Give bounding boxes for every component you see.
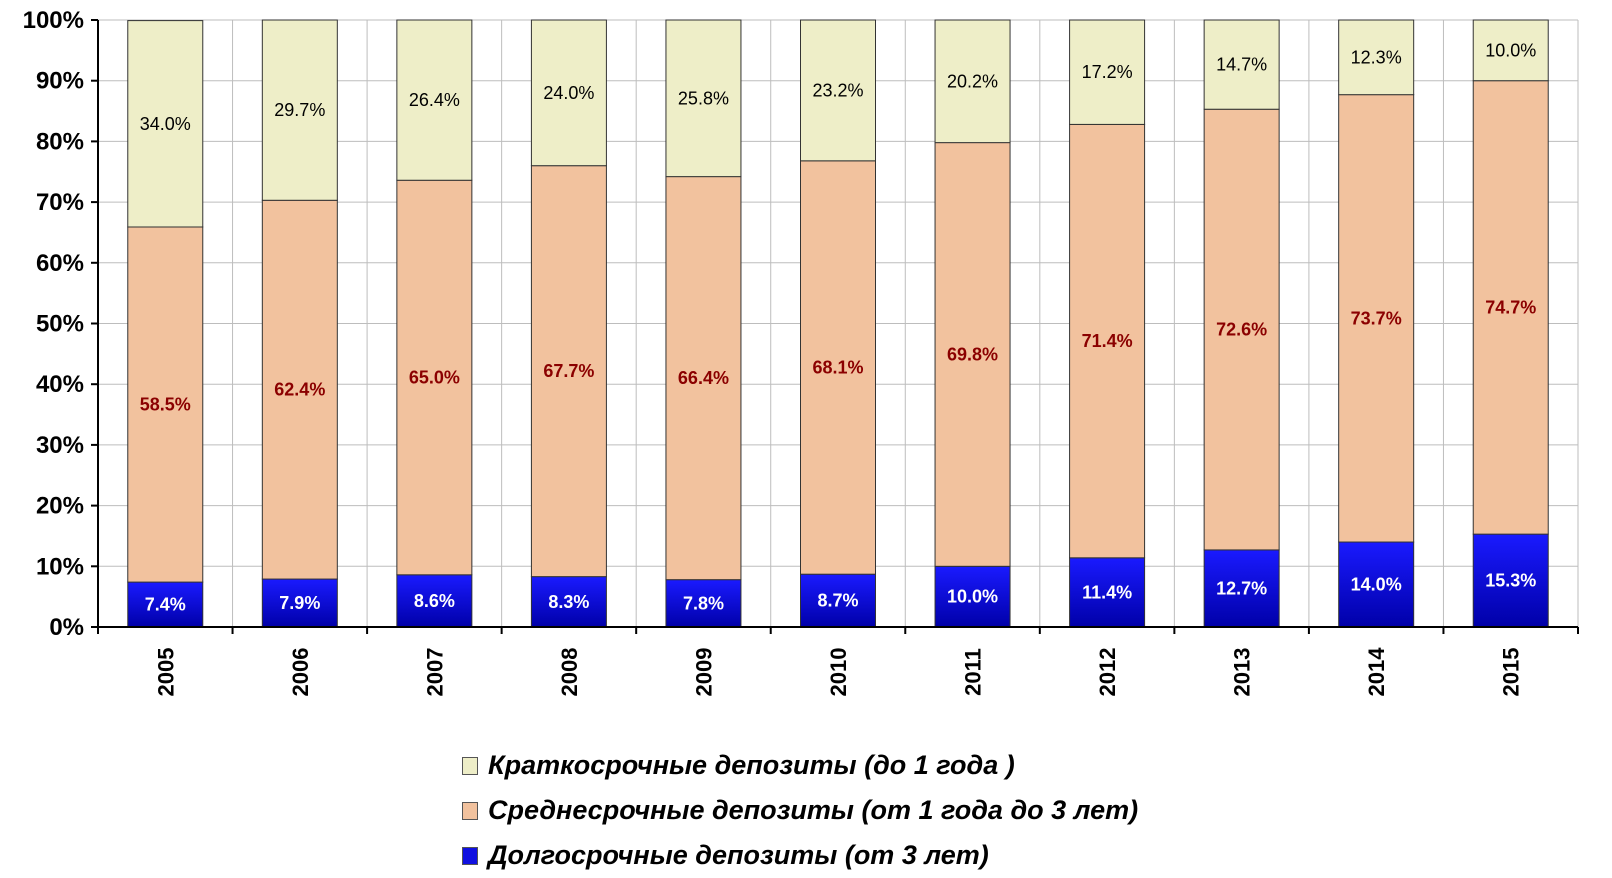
data-label: 15.3% (1485, 571, 1536, 591)
data-label: 23.2% (812, 80, 863, 100)
data-label: 73.7% (1351, 308, 1402, 328)
legend-swatch-short-term (462, 756, 478, 775)
data-label: 29.7% (274, 100, 325, 120)
bar-segment-medium-2010 (800, 160, 876, 575)
legend-label-long-term: Долгосрочные депозиты (от 3 лет) (488, 840, 989, 870)
data-label: 7.4% (145, 595, 186, 615)
bar-segment-short-2010 (800, 19, 876, 162)
data-label: 8.7% (817, 591, 858, 611)
x-tick-label: 2010 (826, 648, 851, 697)
data-label: 74.7% (1485, 297, 1536, 317)
bar-segment-short-2013 (1203, 19, 1280, 110)
bar-segment-medium-2008 (530, 165, 607, 578)
data-label: 69.8% (947, 344, 998, 364)
x-tick-label: 2013 (1230, 648, 1255, 697)
y-tick-label: 80% (36, 128, 84, 155)
data-labels: 7.4% 58.5% 34.0% 7.9% 62.4% 29.7% 8.6% 65.0% 26.… (140, 40, 1537, 614)
y-tick-label: 10% (36, 553, 84, 580)
legend-swatch-medium-term (462, 801, 478, 820)
data-label: 17.2% (1082, 62, 1133, 82)
y-tick-label: 0% (49, 614, 84, 641)
bar-segment-long-2010 (800, 573, 876, 628)
bar-segment-medium-2015 (1472, 80, 1549, 535)
x-tick-label: 2012 (1095, 648, 1120, 697)
bar-segment-short-2006 (261, 19, 338, 201)
data-label: 11.4% (1082, 582, 1132, 602)
bar-segment-medium-2014 (1338, 94, 1415, 543)
bar-segment-short-2015 (1472, 19, 1549, 82)
x-tick-label: 2009 (691, 648, 716, 697)
bar-segment-long-2012 (1069, 557, 1146, 628)
bar-segment-medium-2005 (127, 226, 204, 583)
data-label: 14.7% (1216, 55, 1267, 75)
bar-segment-short-2012 (1069, 19, 1146, 125)
y-tick-label: 30% (36, 432, 84, 459)
data-label: 65.0% (409, 368, 460, 388)
data-label: 72.6% (1216, 320, 1267, 340)
bar-segment-short-2008 (530, 19, 607, 167)
y-tick-label: 60% (36, 250, 84, 277)
data-label: 67.7% (543, 361, 594, 381)
bar-segment-medium-2012 (1069, 123, 1146, 559)
axes: 0% 10% 20% 30% 40% 50% 60% 70% 80% 90% 100% 2005 200… (23, 7, 1579, 697)
x-tick-label: 2015 (1499, 648, 1524, 697)
data-label: 34.0% (140, 114, 191, 134)
bar-segment-short-2014 (1338, 19, 1415, 96)
y-tick-label: 20% (36, 493, 84, 520)
legend: Краткосрочные депозиты (до 1 года ) Сред… (462, 743, 1138, 878)
data-label: 8.6% (414, 591, 455, 611)
bar-segment-long-2007 (396, 574, 473, 628)
data-label: 10.0% (947, 587, 998, 607)
bar-segment-short-2007 (396, 19, 473, 181)
bar-segment-medium-2007 (396, 179, 473, 576)
bar-segment-medium-2011 (934, 142, 1011, 567)
data-label: 25.8% (678, 88, 729, 108)
data-label: 8.3% (548, 592, 589, 612)
data-label: 10.0% (1485, 40, 1536, 60)
legend-label-medium-term: Среднесрочные депозиты (от 1 года до 3 л… (488, 795, 1139, 825)
y-tick-label: 40% (36, 371, 84, 398)
data-label: 12.3% (1351, 47, 1402, 67)
y-tick-label: 70% (36, 189, 84, 216)
x-tick-label: 2006 (288, 648, 313, 697)
data-label: 14.0% (1351, 575, 1402, 595)
x-tick-label: 2007 (422, 648, 447, 697)
y-tick-label: 90% (36, 68, 84, 95)
x-tick-label: 2011 (961, 648, 986, 696)
x-tick-label: 2005 (153, 648, 178, 697)
legend-item-short-term: Краткосрочные депозиты (до 1 года ) (462, 743, 1138, 788)
data-label: 62.4% (274, 380, 325, 400)
data-label: 7.9% (279, 593, 320, 613)
data-label: 66.4% (678, 368, 729, 388)
bar-segment-medium-2013 (1203, 108, 1280, 551)
bar-segment-medium-2006 (261, 199, 338, 580)
data-label: 12.7% (1216, 578, 1267, 598)
data-label: 26.4% (409, 90, 460, 110)
data-label: 24.0% (543, 83, 594, 103)
legend-swatch-long-term (462, 846, 478, 865)
bars (127, 19, 1549, 628)
bar-segment-short-2005 (127, 20, 204, 228)
legend-label-short-term: Краткосрочные депозиты (до 1 года ) (488, 750, 1015, 780)
bar-segment-medium-2009 (665, 176, 742, 581)
data-label: 68.1% (812, 358, 863, 378)
x-tick-label: 2014 (1364, 647, 1389, 697)
data-label: 7.8% (683, 593, 724, 613)
bar-segment-short-2011 (934, 19, 1011, 144)
data-label: 71.4% (1082, 331, 1133, 351)
legend-item-long-term: Долгосрочные депозиты (от 3 лет) (462, 833, 1138, 878)
data-label: 20.2% (947, 71, 998, 91)
bar-segment-short-2009 (665, 19, 742, 178)
legend-item-medium-term: Среднесрочные депозиты (от 1 года до 3 л… (462, 788, 1138, 833)
y-tick-label: 50% (36, 311, 84, 338)
bar-segment-long-2015 (1472, 533, 1549, 628)
y-tick-label: 100% (23, 7, 84, 34)
x-tick-label: 2008 (557, 648, 582, 697)
bar-segment-long-2005 (127, 581, 204, 628)
data-label: 58.5% (140, 395, 191, 415)
